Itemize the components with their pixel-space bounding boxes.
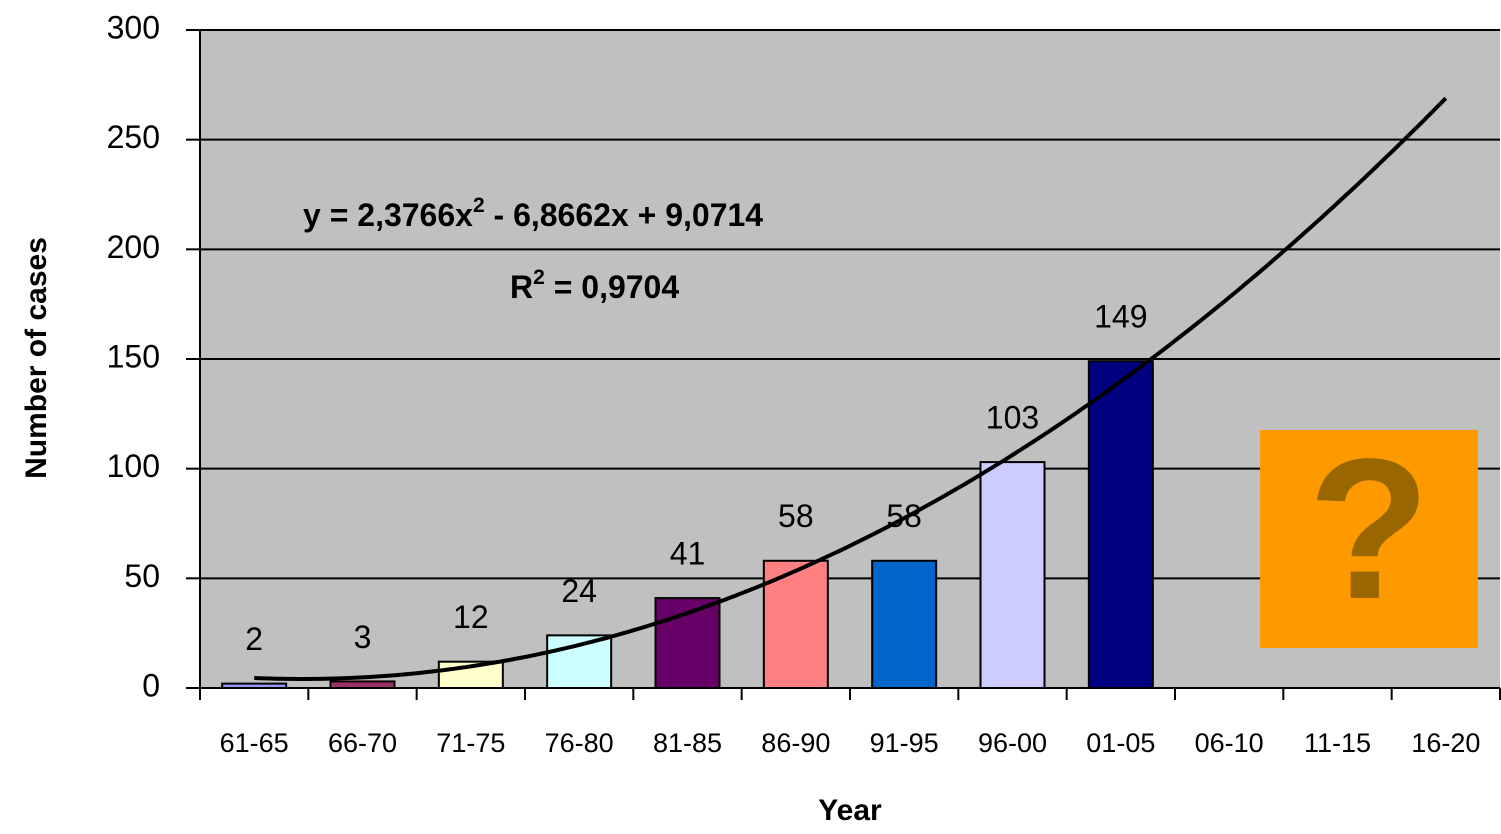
bar: [979, 461, 1046, 689]
bar: [871, 559, 938, 690]
y-tick-label: 50: [124, 558, 160, 594]
data-label: 41: [670, 536, 706, 572]
x-tick-label: 86-90: [761, 728, 830, 758]
r-squared-exponent: 2: [533, 266, 545, 289]
data-label: 2: [245, 621, 263, 657]
equation-rhs: - 6,8662x + 9,0714: [485, 197, 764, 233]
question-mark: ?: [1308, 418, 1430, 641]
data-label: 24: [561, 573, 597, 609]
y-axis-title: Number of cases: [20, 237, 53, 479]
data-label: 58: [778, 498, 814, 534]
data-label: 149: [1094, 299, 1147, 335]
grid: [200, 29, 1500, 580]
equation-exponent: 2: [473, 194, 485, 217]
data-label: 103: [986, 400, 1039, 436]
x-tick-label: 91-95: [870, 728, 939, 758]
r-squared-lhs: R: [510, 269, 533, 305]
trendline: [254, 96, 1448, 681]
x-tick-label: 16-20: [1411, 728, 1480, 758]
x-axis-title: Year: [818, 794, 882, 827]
x-tick-label: 61-65: [220, 728, 289, 758]
x-tick-label: 76-80: [545, 728, 614, 758]
bar: [1087, 360, 1154, 689]
y-tick-label: 0: [142, 667, 160, 703]
r-squared: R2 = 0,9704: [510, 266, 679, 306]
y-tick-label: 100: [107, 448, 160, 484]
y-tick-label: 200: [107, 229, 160, 265]
x-tick-label: 71-75: [436, 728, 505, 758]
x-tick-label: 01-05: [1086, 728, 1155, 758]
y-tick-label: 250: [107, 119, 160, 155]
trend-equation: y = 2,3766x2 - 6,8662x + 9,0714: [303, 194, 763, 234]
data-label: 3: [354, 619, 372, 655]
y-tick-label: 150: [107, 338, 160, 374]
x-tick-label: 96-00: [978, 728, 1047, 758]
r-squared-rhs: = 0,9704: [545, 269, 680, 305]
data-label: 12: [453, 599, 489, 635]
x-tick-label: 06-10: [1195, 728, 1264, 758]
bar: [654, 597, 721, 689]
bars: [221, 360, 1154, 690]
x-tick-label: 81-85: [653, 728, 722, 758]
x-tick-label: 66-70: [328, 728, 397, 758]
equation-lhs: y = 2,3766x: [303, 197, 473, 233]
y-tick-label: 300: [107, 9, 160, 45]
question-box: [1260, 430, 1478, 648]
x-tick-label: 11-15: [1304, 728, 1371, 758]
